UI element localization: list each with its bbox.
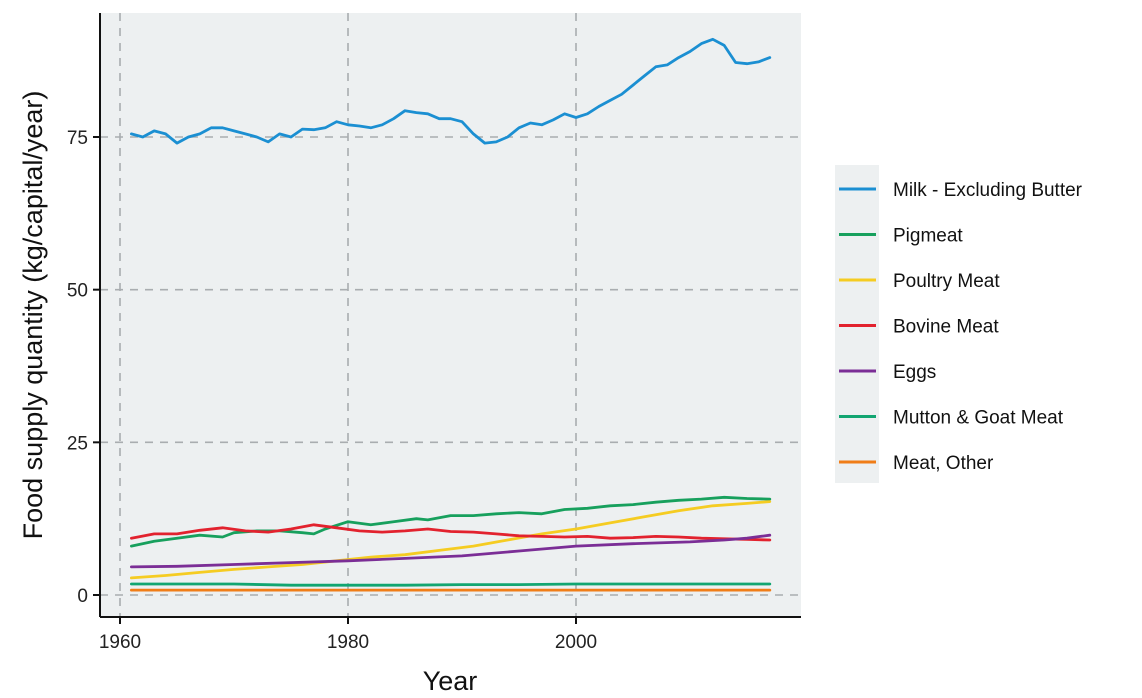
grid [100,13,801,617]
series-line-milk-excluding-butter [129,37,772,145]
legend-label-pigmeat: Pigmeat [893,226,963,247]
legend-label-meat-other: Meat, Other [893,453,994,474]
x-axis-title: Year [423,666,478,696]
series-line-eggs [129,533,772,569]
series-line-poultry-meat [129,500,772,580]
series-line-mutton-goat-meat [129,582,772,587]
x-tick-label: 1960 [99,632,141,653]
plot-background [100,13,801,617]
series-lines [129,37,772,592]
legend-label-milk-excluding-butter: Milk - Excluding Butter [893,180,1083,201]
legend: Milk - Excluding Butter Pigmeat Poultry Me… [835,165,1083,483]
y-axis-title: Food supply quantity (kg/capital/year) [18,91,48,540]
legend-label-eggs: Eggs [893,362,936,383]
series-line-bovine-meat [129,523,772,542]
y-tick-label: 75 [67,128,88,149]
series-line-pigmeat [129,495,772,548]
axis-ticks: 1960 1980 2000 0 25 50 75 [67,128,597,653]
x-tick-label: 2000 [555,632,597,653]
y-tick-label: 0 [77,586,88,607]
y-tick-label: 50 [67,281,88,302]
legend-label-bovine-meat: Bovine Meat [893,317,999,338]
legend-label-mutton-goat-meat: Mutton & Goat Meat [893,408,1064,429]
y-tick-label: 25 [67,433,88,454]
x-tick-label: 1980 [327,632,369,653]
legend-label-poultry-meat: Poultry Meat [893,271,1000,292]
